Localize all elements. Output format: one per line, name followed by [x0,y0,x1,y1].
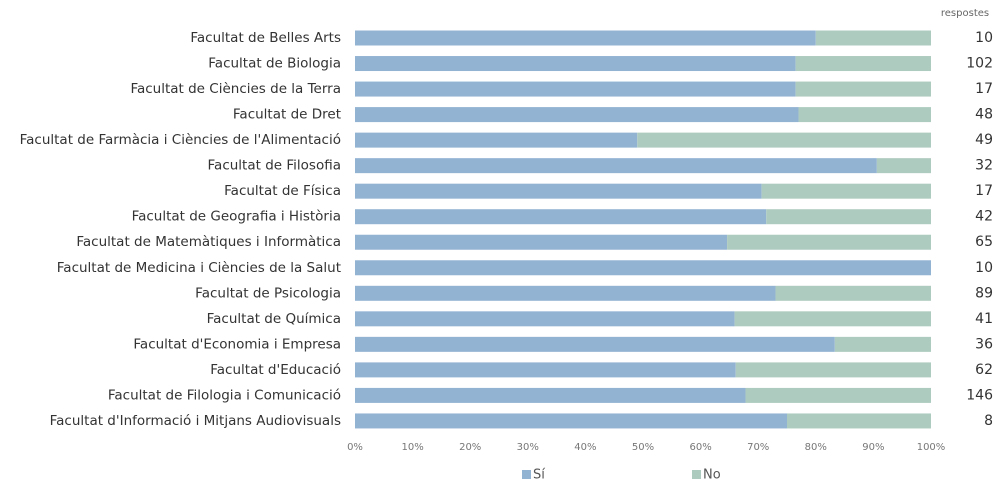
response-count: 49 [975,132,993,148]
response-count: 32 [975,158,993,174]
response-count: 8 [984,413,993,429]
bar-segment [735,362,931,378]
category-label: Facultat de Biologia [208,56,341,72]
response-count: 89 [975,285,993,301]
bar-segment [355,56,796,72]
bar-segment [795,56,931,72]
category-label: Facultat d'Educació [210,362,341,378]
bar-segment [355,132,638,148]
bar-segment [798,107,931,123]
x-tick-label: 30% [517,442,539,453]
x-tick-label: 10% [401,442,423,453]
x-tick-label: 90% [862,442,884,453]
x-tick-label: 60% [689,442,711,453]
category-label: Facultat de Matemàtiques i Informàtica [76,234,341,250]
response-count: 102 [966,56,993,72]
category-label: Facultat d'Informació i Mitjans Audiovis… [50,413,341,429]
category-label: Facultat de Química [207,311,341,327]
x-tick-label: 80% [805,442,827,453]
bar-segment [355,362,736,378]
response-count: 65 [975,234,993,250]
bar-segment [355,260,931,276]
x-tick-label: 40% [574,442,596,453]
legend-label: No [703,468,721,483]
responses-header: respostes [941,8,989,19]
bar-segment [637,132,931,148]
category-label: Facultat de Psicologia [195,285,341,301]
category-label: Facultat de Física [224,183,341,199]
bar-segment [834,336,931,352]
bar-segment [355,81,796,97]
bar-segment [795,81,931,97]
response-count: 42 [975,209,993,225]
response-count: 48 [975,107,993,123]
bar-segment [355,285,776,301]
bar-segment [355,209,767,225]
category-label: Facultat de Belles Arts [190,30,341,46]
bar-segment [787,413,931,429]
category-label: Facultat de Geografia i Història [132,209,341,225]
bar-segment [355,30,816,46]
x-tick-label: 50% [632,442,654,453]
bar-segment [355,387,746,403]
bar-segment [815,30,931,46]
category-label: Facultat d'Economia i Empresa [133,336,341,352]
bar-segment [355,234,728,250]
legend-swatch [522,470,531,479]
bar-segment [734,311,931,327]
response-count: 41 [975,311,993,327]
category-label: Facultat de Filologia i Comunicació [108,387,341,403]
x-tick-label: 70% [747,442,769,453]
bar-segment [745,387,931,403]
bar-segment [355,336,835,352]
category-label: Facultat de Dret [233,107,341,123]
bar-segment [355,311,735,327]
category-label: Facultat de Farmàcia i Ciències de l'Ali… [20,132,341,148]
category-label: Facultat de Ciències de la Terra [130,81,341,97]
bar-segment [876,158,931,174]
response-count: 62 [975,362,993,378]
legend-label: Sí [533,468,545,483]
response-count: 10 [975,260,993,276]
bar-segment [761,183,931,199]
category-label: Facultat de Medicina i Ciències de la Sa… [57,260,341,276]
x-tick-label: 20% [459,442,481,453]
x-tick-label: 100% [917,442,946,453]
bar-segment [355,107,799,123]
response-count: 17 [975,183,993,199]
legend-swatch [692,470,701,479]
category-label: Facultat de Filosofia [208,158,341,174]
response-count: 10 [975,30,993,46]
response-count: 17 [975,81,993,97]
bar-segment [355,413,787,429]
x-tick-label: 0% [347,442,363,453]
response-count: 36 [975,336,993,352]
bar-segment [355,158,877,174]
bar-segment [355,183,762,199]
bar-segment [775,285,931,301]
bar-segment [727,234,931,250]
response-count: 146 [966,387,993,403]
bar-segment [766,209,931,225]
